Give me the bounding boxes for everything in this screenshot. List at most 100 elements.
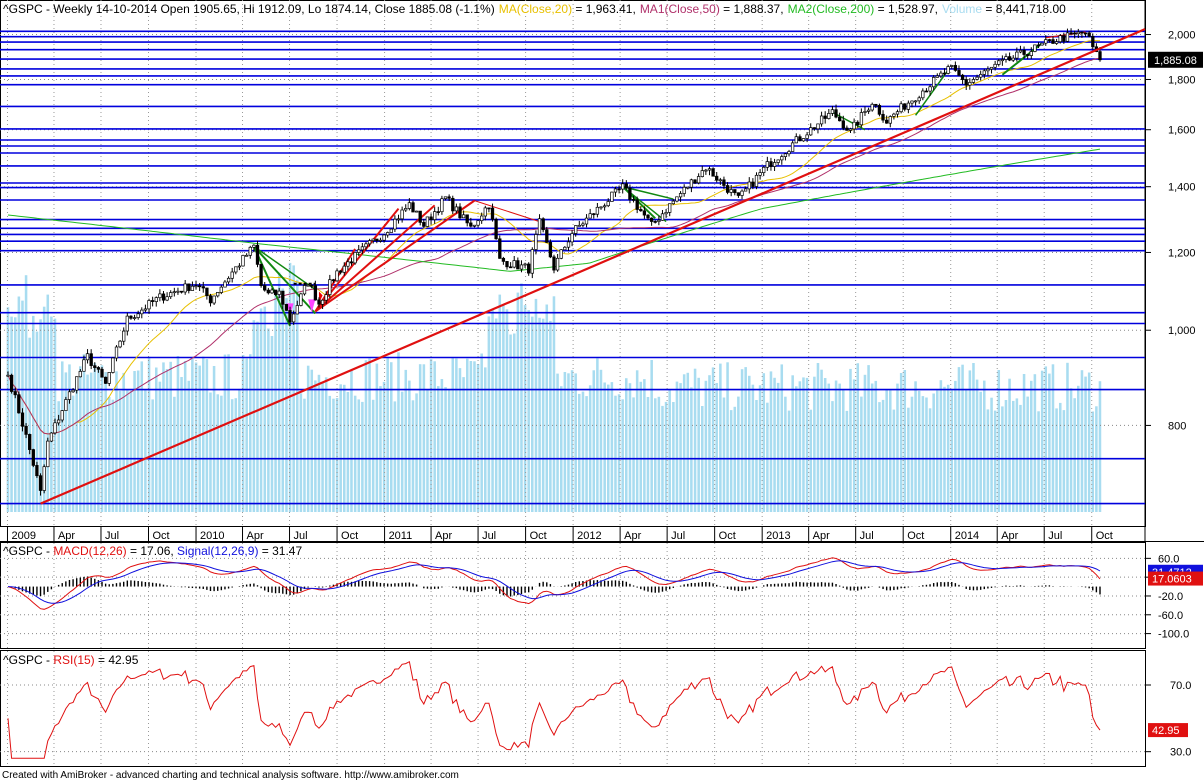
price-body bbox=[863, 111, 867, 113]
volume-bar bbox=[964, 388, 968, 512]
signal-label: Signal(12,26,9) bbox=[177, 544, 258, 558]
price-body bbox=[747, 181, 751, 190]
volume-bar bbox=[729, 410, 733, 512]
volume-bar bbox=[762, 373, 766, 512]
volume-bar bbox=[390, 362, 393, 512]
volume-bar bbox=[494, 318, 498, 512]
price-body bbox=[537, 218, 542, 235]
date-tick-label: Oct bbox=[719, 530, 736, 542]
volume-bar bbox=[122, 372, 125, 512]
price-body bbox=[668, 203, 672, 213]
volume-bar bbox=[310, 369, 314, 512]
volume-bar bbox=[400, 391, 404, 512]
volume-bar bbox=[1098, 381, 1102, 512]
price-body bbox=[472, 224, 477, 227]
price-body bbox=[418, 210, 422, 223]
rsi-value-box bbox=[1148, 723, 1188, 738]
volume-bar bbox=[343, 384, 346, 512]
volume-bar bbox=[834, 380, 838, 512]
volume-bar bbox=[668, 390, 671, 512]
price-body bbox=[555, 257, 560, 271]
price-axis: 2,000 1,800 1,600 1,400 1,200 1,000 800 1,885.0… bbox=[1145, 30, 1203, 432]
price-body bbox=[812, 127, 816, 130]
price-body bbox=[541, 218, 545, 231]
volume-bar bbox=[111, 399, 115, 512]
date-tick-label: Oct bbox=[341, 530, 358, 542]
price-body bbox=[407, 202, 412, 209]
volume-bar bbox=[719, 363, 722, 512]
macd-header: ^GSPC - MACD(12,26) = 17.06, Signal(12,2… bbox=[3, 544, 302, 558]
volume-bar bbox=[889, 390, 892, 512]
price-body bbox=[570, 233, 574, 243]
price-body bbox=[566, 241, 571, 248]
price-tick-label: 1,000 bbox=[1168, 325, 1196, 337]
volume-bar bbox=[1091, 411, 1095, 512]
price-body bbox=[60, 410, 64, 421]
ma20-value: = 1,963.41, bbox=[572, 2, 636, 16]
rsi-label: RSI(15) bbox=[53, 653, 94, 667]
price-body bbox=[602, 205, 607, 208]
volume-bar bbox=[607, 384, 610, 512]
volume-bar bbox=[776, 382, 780, 512]
price-body bbox=[823, 115, 827, 119]
volume-bar bbox=[870, 383, 874, 512]
volume-bar bbox=[53, 318, 57, 512]
volume-bar bbox=[227, 354, 230, 512]
price-body bbox=[1054, 41, 1059, 44]
rsi-tick-label: 70.0 bbox=[1170, 680, 1191, 692]
volume-bar bbox=[983, 380, 986, 512]
volume-bar bbox=[328, 395, 332, 512]
price-body bbox=[103, 376, 108, 384]
price-body bbox=[707, 168, 712, 171]
down-arrow-marker bbox=[308, 299, 316, 313]
volume-bar bbox=[444, 387, 447, 512]
price-body bbox=[100, 368, 104, 378]
price-body bbox=[469, 222, 473, 227]
volume-bar bbox=[469, 361, 473, 512]
price-body bbox=[975, 76, 979, 80]
date-axis: 2009 Apr Jul Oct 2010 Apr Jul Oct 2011 Apr Jul Oct 2… bbox=[6, 526, 1113, 542]
price-body bbox=[1091, 36, 1095, 48]
volume-bar bbox=[704, 380, 708, 512]
price-body bbox=[997, 60, 1001, 65]
volume-bar bbox=[527, 310, 530, 512]
price-body bbox=[704, 169, 708, 172]
macd-header-prefix: ^GSPC - bbox=[3, 544, 53, 558]
price-tick-label: 1,200 bbox=[1168, 247, 1196, 259]
volume-bar bbox=[1008, 378, 1011, 512]
macd-tick-label: 60.0 bbox=[1158, 553, 1179, 565]
price-body bbox=[913, 100, 918, 103]
volume-bar bbox=[61, 361, 64, 512]
footer-credit: Created with AmiBroker - advanced charti… bbox=[2, 770, 459, 781]
price-body bbox=[24, 425, 28, 435]
price-body bbox=[1083, 32, 1088, 35]
price-bars bbox=[6, 28, 1102, 496]
price-body bbox=[324, 294, 328, 301]
price-body bbox=[38, 475, 43, 491]
price-body bbox=[17, 394, 21, 414]
ma50-label: MA1(Close,50) bbox=[640, 2, 720, 16]
price-body bbox=[6, 374, 10, 377]
last-price-box bbox=[1148, 51, 1203, 68]
price-body bbox=[762, 166, 766, 173]
volume-bar bbox=[220, 395, 223, 512]
date-tick-label: Jul bbox=[671, 530, 685, 542]
volume-bar bbox=[921, 396, 925, 512]
price-body bbox=[552, 256, 556, 271]
ma200-value: = 1,528.97, bbox=[874, 2, 938, 16]
volume-bar bbox=[411, 400, 415, 512]
date-tick-label: Jul bbox=[1048, 530, 1062, 542]
price-body bbox=[273, 289, 278, 295]
volume-bar bbox=[852, 379, 856, 512]
price-body bbox=[527, 263, 531, 274]
volume-bar bbox=[433, 361, 436, 512]
volume-bar bbox=[75, 385, 78, 512]
volume-bar bbox=[538, 317, 541, 512]
price-body bbox=[357, 249, 361, 253]
volume-bar bbox=[71, 395, 75, 512]
price-body bbox=[216, 292, 220, 297]
volume-bar bbox=[97, 366, 100, 512]
volume-bar bbox=[961, 364, 964, 512]
volume-bar bbox=[476, 364, 480, 512]
price-body bbox=[263, 285, 267, 291]
